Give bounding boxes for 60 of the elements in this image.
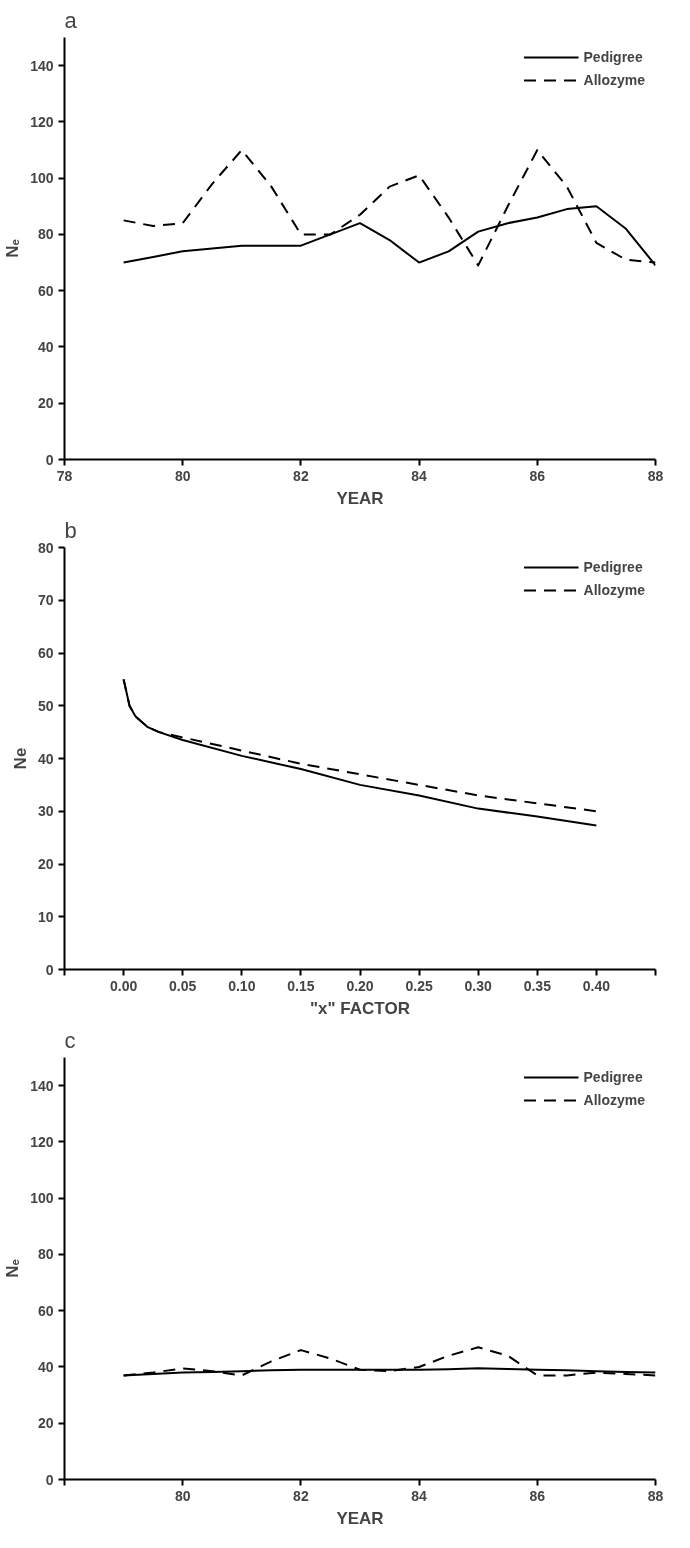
y-tick-label: 120: [30, 1133, 54, 1150]
y-tick-label: 140: [30, 57, 54, 74]
y-axis-title: Nₑ: [3, 239, 23, 258]
legend-label: Allozyme: [583, 72, 645, 88]
x-tick-label: 0.15: [287, 977, 315, 994]
y-axis-title: Nₑ: [3, 1259, 23, 1278]
y-tick-label: 40: [37, 338, 54, 355]
y-tick-label: 80: [37, 1246, 54, 1263]
x-tick-label: 86: [529, 1487, 546, 1504]
legend-label: Pedigree: [583, 1069, 643, 1085]
x-tick-label: 88: [647, 1487, 664, 1504]
legend-label: Pedigree: [583, 559, 643, 575]
y-tick-label: 30: [37, 803, 54, 820]
x-tick-label: 80: [174, 467, 191, 484]
legend-label: Pedigree: [583, 49, 643, 65]
x-tick-label: 0.30: [464, 977, 493, 994]
chart-title: c: [64, 1027, 76, 1053]
y-tick-label: 60: [37, 282, 54, 299]
x-tick-label: 84: [411, 467, 428, 484]
x-tick-label: 88: [647, 467, 664, 484]
x-tick-label: 86: [529, 467, 546, 484]
x-tick-label: 0.25: [405, 977, 433, 994]
y-tick-label: 140: [30, 1077, 54, 1094]
y-tick-label: 80: [37, 226, 54, 243]
x-tick-label: 0.00: [109, 977, 138, 994]
x-axis-title: "x" FACTOR: [310, 998, 410, 1018]
y-axis-title: Ne: [10, 747, 30, 770]
y-tick-label: 70: [37, 592, 54, 609]
x-tick-label: 0.20: [346, 977, 374, 994]
y-tick-label: 100: [30, 1190, 54, 1207]
y-tick-label: 0: [45, 961, 54, 978]
x-tick-label: 0.35: [523, 977, 552, 994]
legend-label: Allozyme: [583, 582, 645, 598]
y-tick-label: 20: [37, 1415, 54, 1432]
x-axis-title: YEAR: [336, 488, 384, 508]
x-tick-label: 0.40: [582, 977, 611, 994]
y-tick-label: 40: [37, 750, 54, 767]
y-tick-label: 80: [37, 539, 54, 556]
y-tick-label: 60: [37, 1302, 54, 1319]
x-tick-label: 82: [293, 467, 309, 484]
y-tick-label: 0: [45, 451, 54, 468]
x-tick-label: 82: [293, 1487, 309, 1504]
x-axis-title: YEAR: [336, 1508, 384, 1528]
x-tick-label: 0.10: [228, 977, 256, 994]
y-tick-label: 120: [30, 113, 54, 130]
chart-title: b: [64, 517, 77, 543]
x-tick-label: 0.05: [169, 977, 197, 994]
y-tick-label: 0: [45, 1471, 54, 1488]
chart-title: a: [64, 7, 78, 33]
y-tick-label: 20: [37, 395, 54, 412]
x-tick-label: 84: [411, 1487, 428, 1504]
legend-label: Allozyme: [583, 1092, 645, 1108]
y-tick-label: 60: [37, 645, 54, 661]
x-tick-label: 78: [56, 467, 73, 484]
y-tick-label: 10: [37, 908, 54, 925]
x-tick-label: 80: [174, 1487, 191, 1504]
y-tick-label: 50: [37, 697, 54, 714]
y-tick-label: 100: [30, 170, 54, 187]
y-tick-label: 40: [37, 1358, 54, 1375]
y-tick-label: 20: [37, 856, 54, 872]
